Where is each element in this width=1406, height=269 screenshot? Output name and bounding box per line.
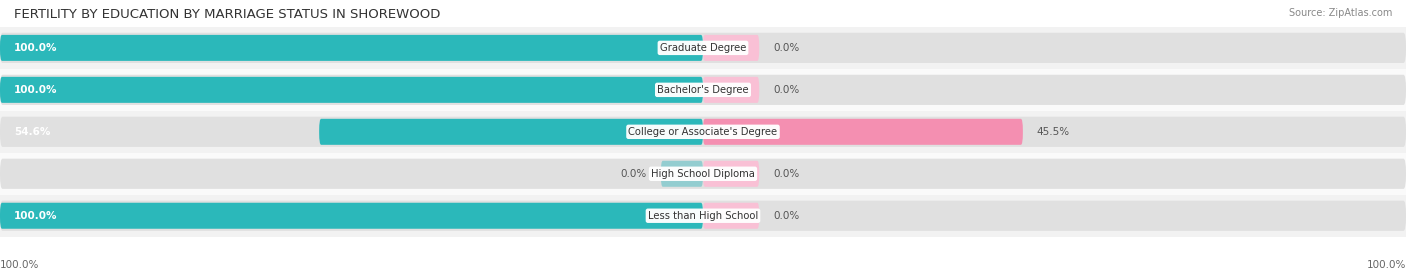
FancyBboxPatch shape <box>0 35 703 61</box>
Text: 0.0%: 0.0% <box>773 85 800 95</box>
FancyBboxPatch shape <box>703 203 759 229</box>
FancyBboxPatch shape <box>319 119 703 145</box>
Bar <box>0 153 1406 195</box>
Text: 54.6%: 54.6% <box>14 127 51 137</box>
FancyBboxPatch shape <box>661 161 703 187</box>
Text: 100.0%: 100.0% <box>14 85 58 95</box>
Text: High School Diploma: High School Diploma <box>651 169 755 179</box>
Bar <box>0 195 1406 237</box>
FancyBboxPatch shape <box>0 75 1406 105</box>
Bar <box>0 27 1406 69</box>
Text: Graduate Degree: Graduate Degree <box>659 43 747 53</box>
Text: 100.0%: 100.0% <box>0 260 39 269</box>
FancyBboxPatch shape <box>0 203 703 229</box>
Text: 100.0%: 100.0% <box>1367 260 1406 269</box>
Text: 0.0%: 0.0% <box>773 211 800 221</box>
FancyBboxPatch shape <box>0 77 703 103</box>
Text: 0.0%: 0.0% <box>620 169 647 179</box>
FancyBboxPatch shape <box>0 33 1406 63</box>
Text: 100.0%: 100.0% <box>14 43 58 53</box>
FancyBboxPatch shape <box>703 119 1024 145</box>
Text: Less than High School: Less than High School <box>648 211 758 221</box>
FancyBboxPatch shape <box>0 117 1406 147</box>
Bar <box>0 69 1406 111</box>
Text: College or Associate's Degree: College or Associate's Degree <box>628 127 778 137</box>
Text: 100.0%: 100.0% <box>14 211 58 221</box>
FancyBboxPatch shape <box>703 161 759 187</box>
Text: FERTILITY BY EDUCATION BY MARRIAGE STATUS IN SHOREWOOD: FERTILITY BY EDUCATION BY MARRIAGE STATU… <box>14 8 440 21</box>
FancyBboxPatch shape <box>0 159 1406 189</box>
FancyBboxPatch shape <box>703 35 759 61</box>
FancyBboxPatch shape <box>0 201 1406 231</box>
Text: 0.0%: 0.0% <box>773 43 800 53</box>
Text: Source: ZipAtlas.com: Source: ZipAtlas.com <box>1288 8 1392 18</box>
Text: Bachelor's Degree: Bachelor's Degree <box>657 85 749 95</box>
Text: 0.0%: 0.0% <box>773 169 800 179</box>
FancyBboxPatch shape <box>703 77 759 103</box>
Bar <box>0 111 1406 153</box>
Text: 45.5%: 45.5% <box>1038 127 1070 137</box>
